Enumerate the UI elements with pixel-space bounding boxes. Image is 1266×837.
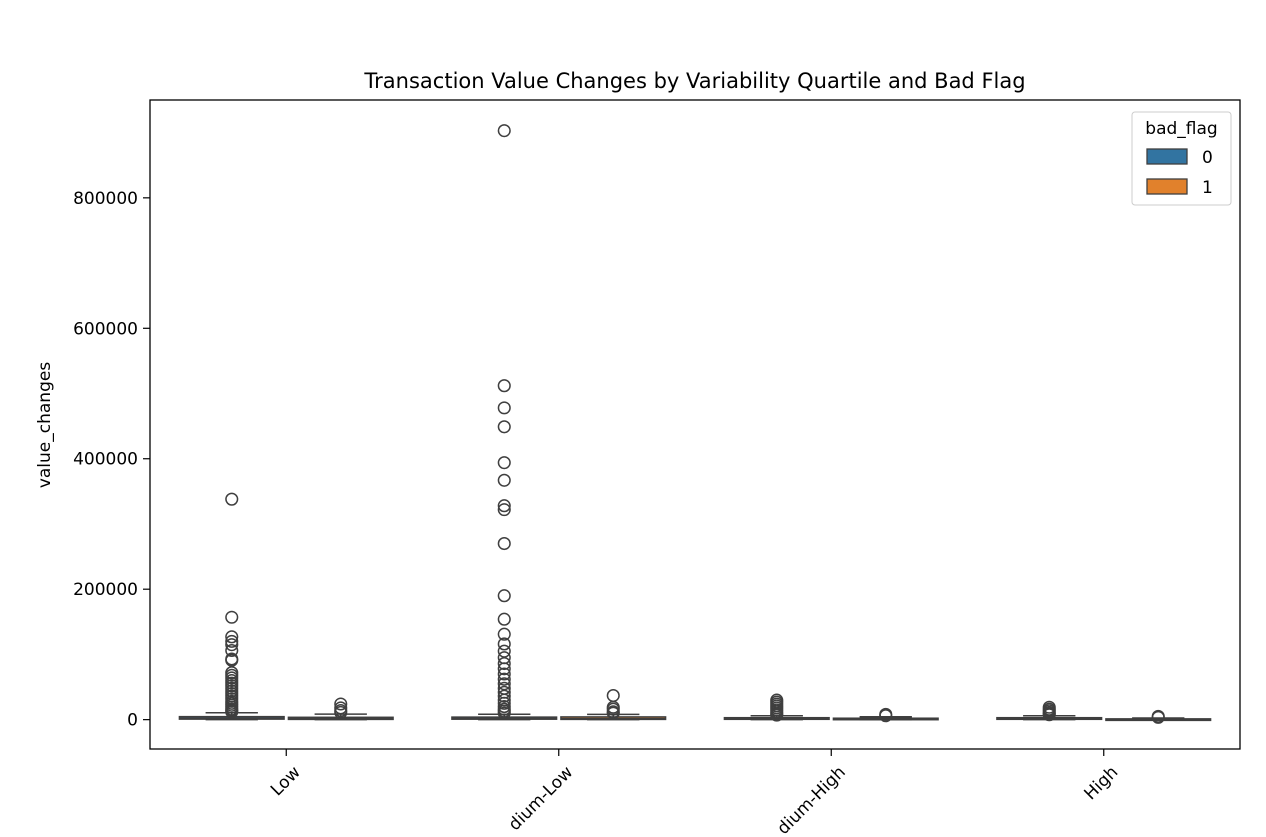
legend-label-0: 0: [1202, 148, 1213, 168]
outlier-point: [497, 499, 511, 513]
plot-frame: [149, 99, 1241, 750]
outlier-point: [497, 379, 511, 393]
y-tick-label: 800000: [73, 189, 138, 209]
outlier-point: [225, 643, 239, 658]
outlier-point: [497, 503, 511, 517]
outlier-point: [497, 657, 511, 671]
outlier-point: [225, 653, 239, 667]
outlier-point: [770, 708, 784, 722]
x-tick-label: dium-Low: [505, 762, 578, 835]
outlier-point: [225, 705, 239, 719]
box-0-medium-low: [451, 124, 558, 721]
box-1-high: [1105, 709, 1212, 724]
box-1-medium-low: [560, 688, 667, 721]
outlier-point: [225, 634, 239, 648]
legend-swatch-0: [1146, 148, 1188, 165]
outlier-point: [1042, 708, 1056, 722]
box-1-low: [287, 697, 394, 721]
box-1-medium-high: [832, 707, 939, 723]
outlier-point: [606, 706, 620, 720]
outlier-point: [334, 705, 348, 720]
outlier-point: [497, 124, 511, 138]
y-tick-label: 600000: [73, 319, 138, 339]
chart-title: Transaction Value Changes by Variability…: [363, 69, 1025, 93]
outlier-point: [497, 612, 511, 626]
outlier-point: [497, 627, 511, 641]
outlier-point: [497, 473, 511, 487]
x-tick-label: dium-High: [773, 762, 849, 837]
legend-label-1: 1: [1202, 178, 1213, 198]
outlier-point: [225, 630, 239, 644]
outlier-point: [497, 662, 511, 676]
outlier-point: [879, 709, 893, 723]
outlier-point: [225, 610, 239, 624]
outlier-point: [497, 667, 511, 681]
outlier-point: [497, 456, 511, 470]
outlier-point: [497, 536, 511, 551]
outlier-point: [225, 492, 239, 506]
y-tick-label: 0: [127, 711, 138, 731]
plot-area: [178, 124, 1212, 724]
outlier-point: [1151, 710, 1165, 724]
x-tick-label: High: [1081, 762, 1123, 804]
outlier-point: [497, 696, 511, 710]
outlier-point: [497, 706, 511, 720]
outlier-point: [497, 677, 511, 691]
outlier-point: [497, 420, 511, 434]
y-tick-label: 200000: [73, 580, 138, 600]
outlier-point: [606, 688, 620, 703]
outlier-point: [497, 637, 511, 651]
outlier-point: [497, 672, 511, 686]
x-tick-label: Low: [267, 762, 305, 800]
legend-title: bad_flag: [1145, 119, 1217, 139]
outlier-point: [497, 689, 511, 703]
outlier-point: [497, 644, 511, 658]
box-0-low: [178, 492, 285, 721]
y-axis-label: value_changes: [35, 362, 55, 488]
outlier-point: [497, 589, 511, 603]
outlier-point: [497, 401, 511, 415]
y-tick-label: 400000: [73, 450, 138, 470]
box-0-high: [996, 700, 1103, 722]
legend-swatch-1: [1146, 178, 1188, 195]
legend: bad_flag 0 1: [1131, 111, 1232, 206]
box-0-medium-high: [723, 693, 830, 722]
outlier-point: [225, 638, 239, 652]
outlier-point: [334, 697, 348, 711]
